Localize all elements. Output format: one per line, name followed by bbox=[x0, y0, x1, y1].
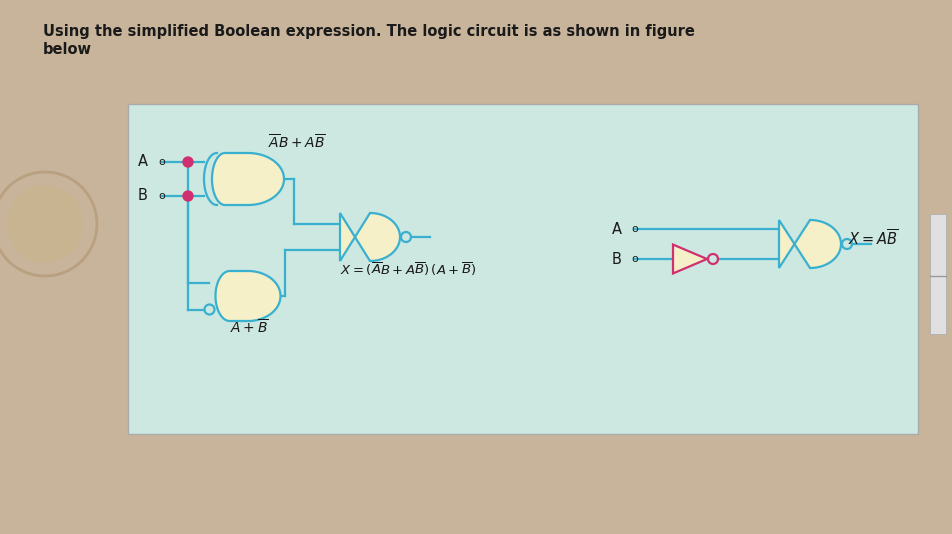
Text: o: o bbox=[630, 224, 637, 234]
Text: B: B bbox=[611, 252, 622, 266]
Polygon shape bbox=[340, 213, 400, 261]
Text: o: o bbox=[158, 191, 165, 201]
Circle shape bbox=[0, 169, 100, 279]
Polygon shape bbox=[672, 245, 706, 273]
Text: below: below bbox=[43, 42, 92, 57]
Polygon shape bbox=[215, 271, 280, 321]
Polygon shape bbox=[778, 220, 840, 268]
Circle shape bbox=[7, 186, 83, 262]
Text: $X=(\overline{A}B+A\overline{B})\,(A+\overline{B})$: $X=(\overline{A}B+A\overline{B})\,(A+\ov… bbox=[340, 261, 476, 278]
Text: o: o bbox=[630, 254, 637, 264]
FancyBboxPatch shape bbox=[128, 104, 917, 434]
Circle shape bbox=[183, 191, 193, 201]
Text: $\overline{A}B+A\overline{B}$: $\overline{A}B+A\overline{B}$ bbox=[268, 133, 326, 151]
Text: B: B bbox=[138, 189, 148, 203]
Text: A: A bbox=[138, 154, 148, 169]
Text: A: A bbox=[611, 222, 622, 237]
Text: o: o bbox=[158, 157, 165, 167]
Text: Using the simplified Boolean expression. The logic circuit is as shown in figure: Using the simplified Boolean expression.… bbox=[43, 24, 694, 39]
FancyBboxPatch shape bbox=[929, 214, 945, 334]
Circle shape bbox=[183, 157, 193, 167]
Polygon shape bbox=[211, 153, 284, 205]
Text: $X = A\overline{B}$: $X = A\overline{B}$ bbox=[847, 229, 898, 249]
Text: $A+\overline{B}$: $A+\overline{B}$ bbox=[229, 318, 268, 336]
